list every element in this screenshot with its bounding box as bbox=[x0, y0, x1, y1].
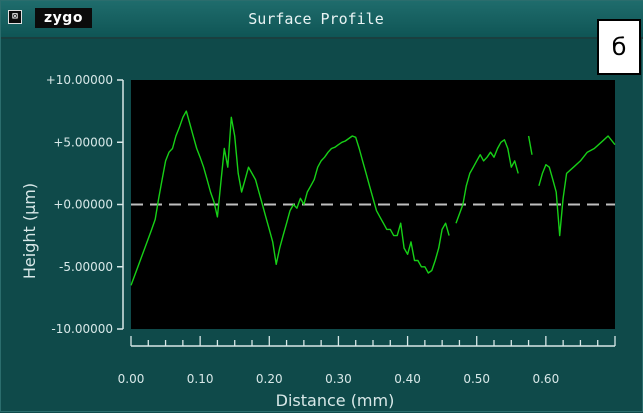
profile-line-segment-1 bbox=[455, 139, 519, 224]
y-tick-label: -10.00000 bbox=[51, 322, 113, 336]
x-axis-label: Distance (mm) bbox=[276, 391, 395, 410]
x-tick-label: 0.00 bbox=[118, 372, 145, 386]
profile-line-segment-0 bbox=[130, 110, 450, 286]
zygo-logo: zygo bbox=[35, 8, 92, 28]
close-icon[interactable]: ⊠ bbox=[8, 10, 22, 24]
x-tick-label: 0.50 bbox=[463, 372, 490, 386]
x-tick-label: 0.20 bbox=[256, 372, 283, 386]
x-axis: 0.00 0.10 0.20 0.30 0.40 0.50 0.60 bbox=[118, 336, 616, 386]
window-title: Surface Profile bbox=[248, 10, 384, 28]
y-axis: +10.00000 +5.00000 +0.00000 -5.00000 -10.000… bbox=[46, 73, 124, 336]
title-bar: ⊠ zygo Surface Profile bbox=[1, 1, 643, 39]
x-tick-label: 0.10 bbox=[187, 372, 214, 386]
figure-panel-label: б bbox=[597, 19, 641, 75]
series-layer bbox=[130, 110, 616, 286]
x-tick-label: 0.40 bbox=[394, 372, 421, 386]
profile-line-segment-2 bbox=[527, 135, 533, 155]
y-tick-label: -5.00000 bbox=[59, 260, 113, 274]
profile-line-segment-3 bbox=[538, 135, 616, 237]
y-tick-label: +5.00000 bbox=[53, 135, 113, 149]
plot-area bbox=[131, 80, 615, 329]
x-tick-label: 0.60 bbox=[532, 372, 559, 386]
y-tick-label: +0.00000 bbox=[53, 198, 113, 212]
x-tick-label: 0.30 bbox=[325, 372, 352, 386]
y-tick-label: +10.00000 bbox=[46, 73, 113, 87]
y-axis-label: Height (µm) bbox=[20, 183, 39, 279]
